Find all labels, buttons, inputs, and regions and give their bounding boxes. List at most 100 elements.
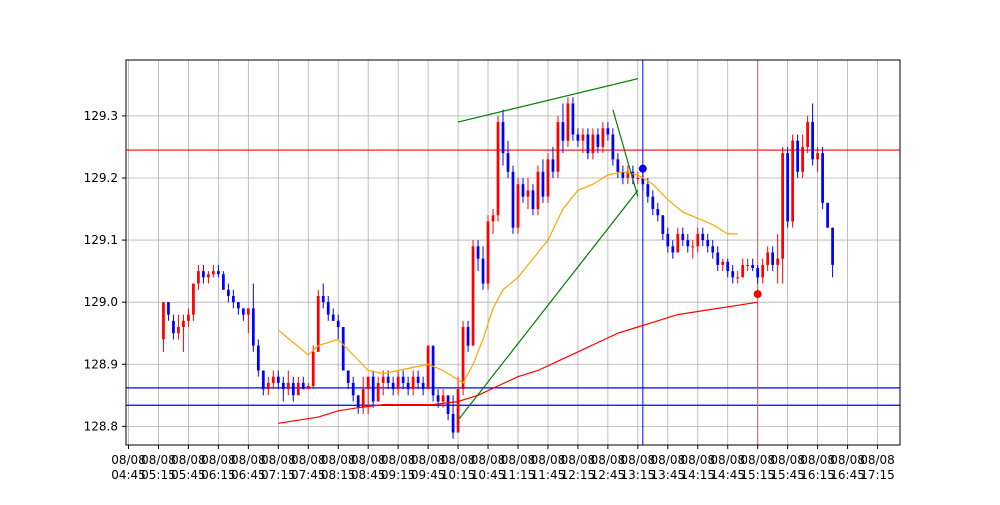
candle-body [826,202,829,228]
candle-up [491,209,495,234]
x-tick-label-time: 16:45 [830,468,865,482]
candle-body [351,382,355,396]
candle-up [366,376,370,414]
candle-body [202,271,205,278]
candle-body [636,177,640,179]
candle-up [546,153,550,203]
candle-up [721,258,725,272]
x-tick-label-time: 05:45 [171,468,206,482]
candle-up [636,171,640,185]
candle-body [576,134,580,141]
candle-up [816,146,819,172]
candle-body [821,153,824,203]
candle-down [226,283,230,303]
candle-body [192,283,195,315]
y-tick-label: 129.1 [84,233,118,247]
x-tick-label-date: 08/08 [800,453,835,467]
candle-down [811,103,814,166]
candle-up [441,389,445,408]
candle-body [756,268,760,278]
candle-up [696,227,700,253]
x-tick-label-date: 08/08 [351,453,386,467]
candle-down [321,283,325,309]
x-tick-label-date: 08/08 [770,453,805,467]
candle-body [681,233,685,241]
x-tick-label-date: 08/08 [141,453,176,467]
candle-up [266,376,270,396]
candle-body [641,177,645,185]
candle-body [586,134,590,154]
candle-down [466,320,470,352]
candle-down [446,395,450,421]
candle-down [406,376,410,396]
candle-down [571,97,575,141]
x-tick-label-time: 14:15 [680,468,715,482]
candle-up [776,233,780,284]
candle-up [626,165,630,185]
x-tick-label-time: 10:45 [471,468,506,482]
candle-down [476,240,480,272]
x-tick-label-date: 08/08 [411,453,446,467]
candle-down [291,376,295,402]
candle-up [162,302,165,352]
candle-body [816,153,819,160]
candle-body [217,271,220,275]
moving-average-short-line [277,171,738,384]
candle-up [591,128,595,160]
candle-up [691,240,695,259]
candle-body [721,261,725,265]
x-tick-label-time: 15:15 [740,468,775,482]
candle-body [396,376,400,390]
candle-body [356,395,360,408]
candle-down [331,308,335,321]
candle-body [676,233,680,253]
candle-body [716,252,720,265]
candle-body [426,345,430,390]
candle-down [611,128,615,166]
candle-body [516,184,520,228]
candle-body [321,295,325,303]
candle-body [231,295,235,303]
candle-down [656,202,660,222]
candle-body [197,271,200,284]
candle-body [486,221,490,284]
candle-body [621,171,625,178]
candle-up [271,370,275,390]
x-tick-label-time: 06:45 [231,468,266,482]
candle-up [411,370,415,396]
signal-marker-dot [753,290,762,299]
candle-body [336,320,340,328]
candle-body [371,376,375,402]
candle-body [346,370,350,383]
candle-body [601,128,605,147]
candle-body [466,327,470,346]
candle-body [266,382,270,390]
candle-body [741,264,745,278]
candle-down [771,246,775,272]
candle-body [316,295,320,352]
candle-body [296,382,300,396]
candle-body [701,233,705,241]
candle-body [731,271,735,278]
candle-body [781,153,785,259]
candle-body [536,171,540,210]
x-tick-label-time: 04:45 [111,468,146,482]
x-tick-label-date: 08/08 [860,453,895,467]
x-tick-label-date: 08/08 [531,453,566,467]
candle-down [701,227,705,247]
candle-body [222,274,225,290]
candle-body [696,233,700,247]
x-tick-label-date: 08/08 [680,453,715,467]
candle-up [246,308,250,334]
x-tick-label-time: 17:15 [860,468,895,482]
candle-body [441,395,445,402]
candle-body [561,122,565,141]
candle-body [456,389,460,433]
x-tick-label-date: 08/08 [201,453,236,467]
candle-body [811,122,814,160]
y-tick-label: 128.8 [84,419,118,433]
candle-body [311,351,315,387]
x-tick-label-time: 08:45 [351,468,386,482]
x-tick-label-date: 08/08 [710,453,745,467]
